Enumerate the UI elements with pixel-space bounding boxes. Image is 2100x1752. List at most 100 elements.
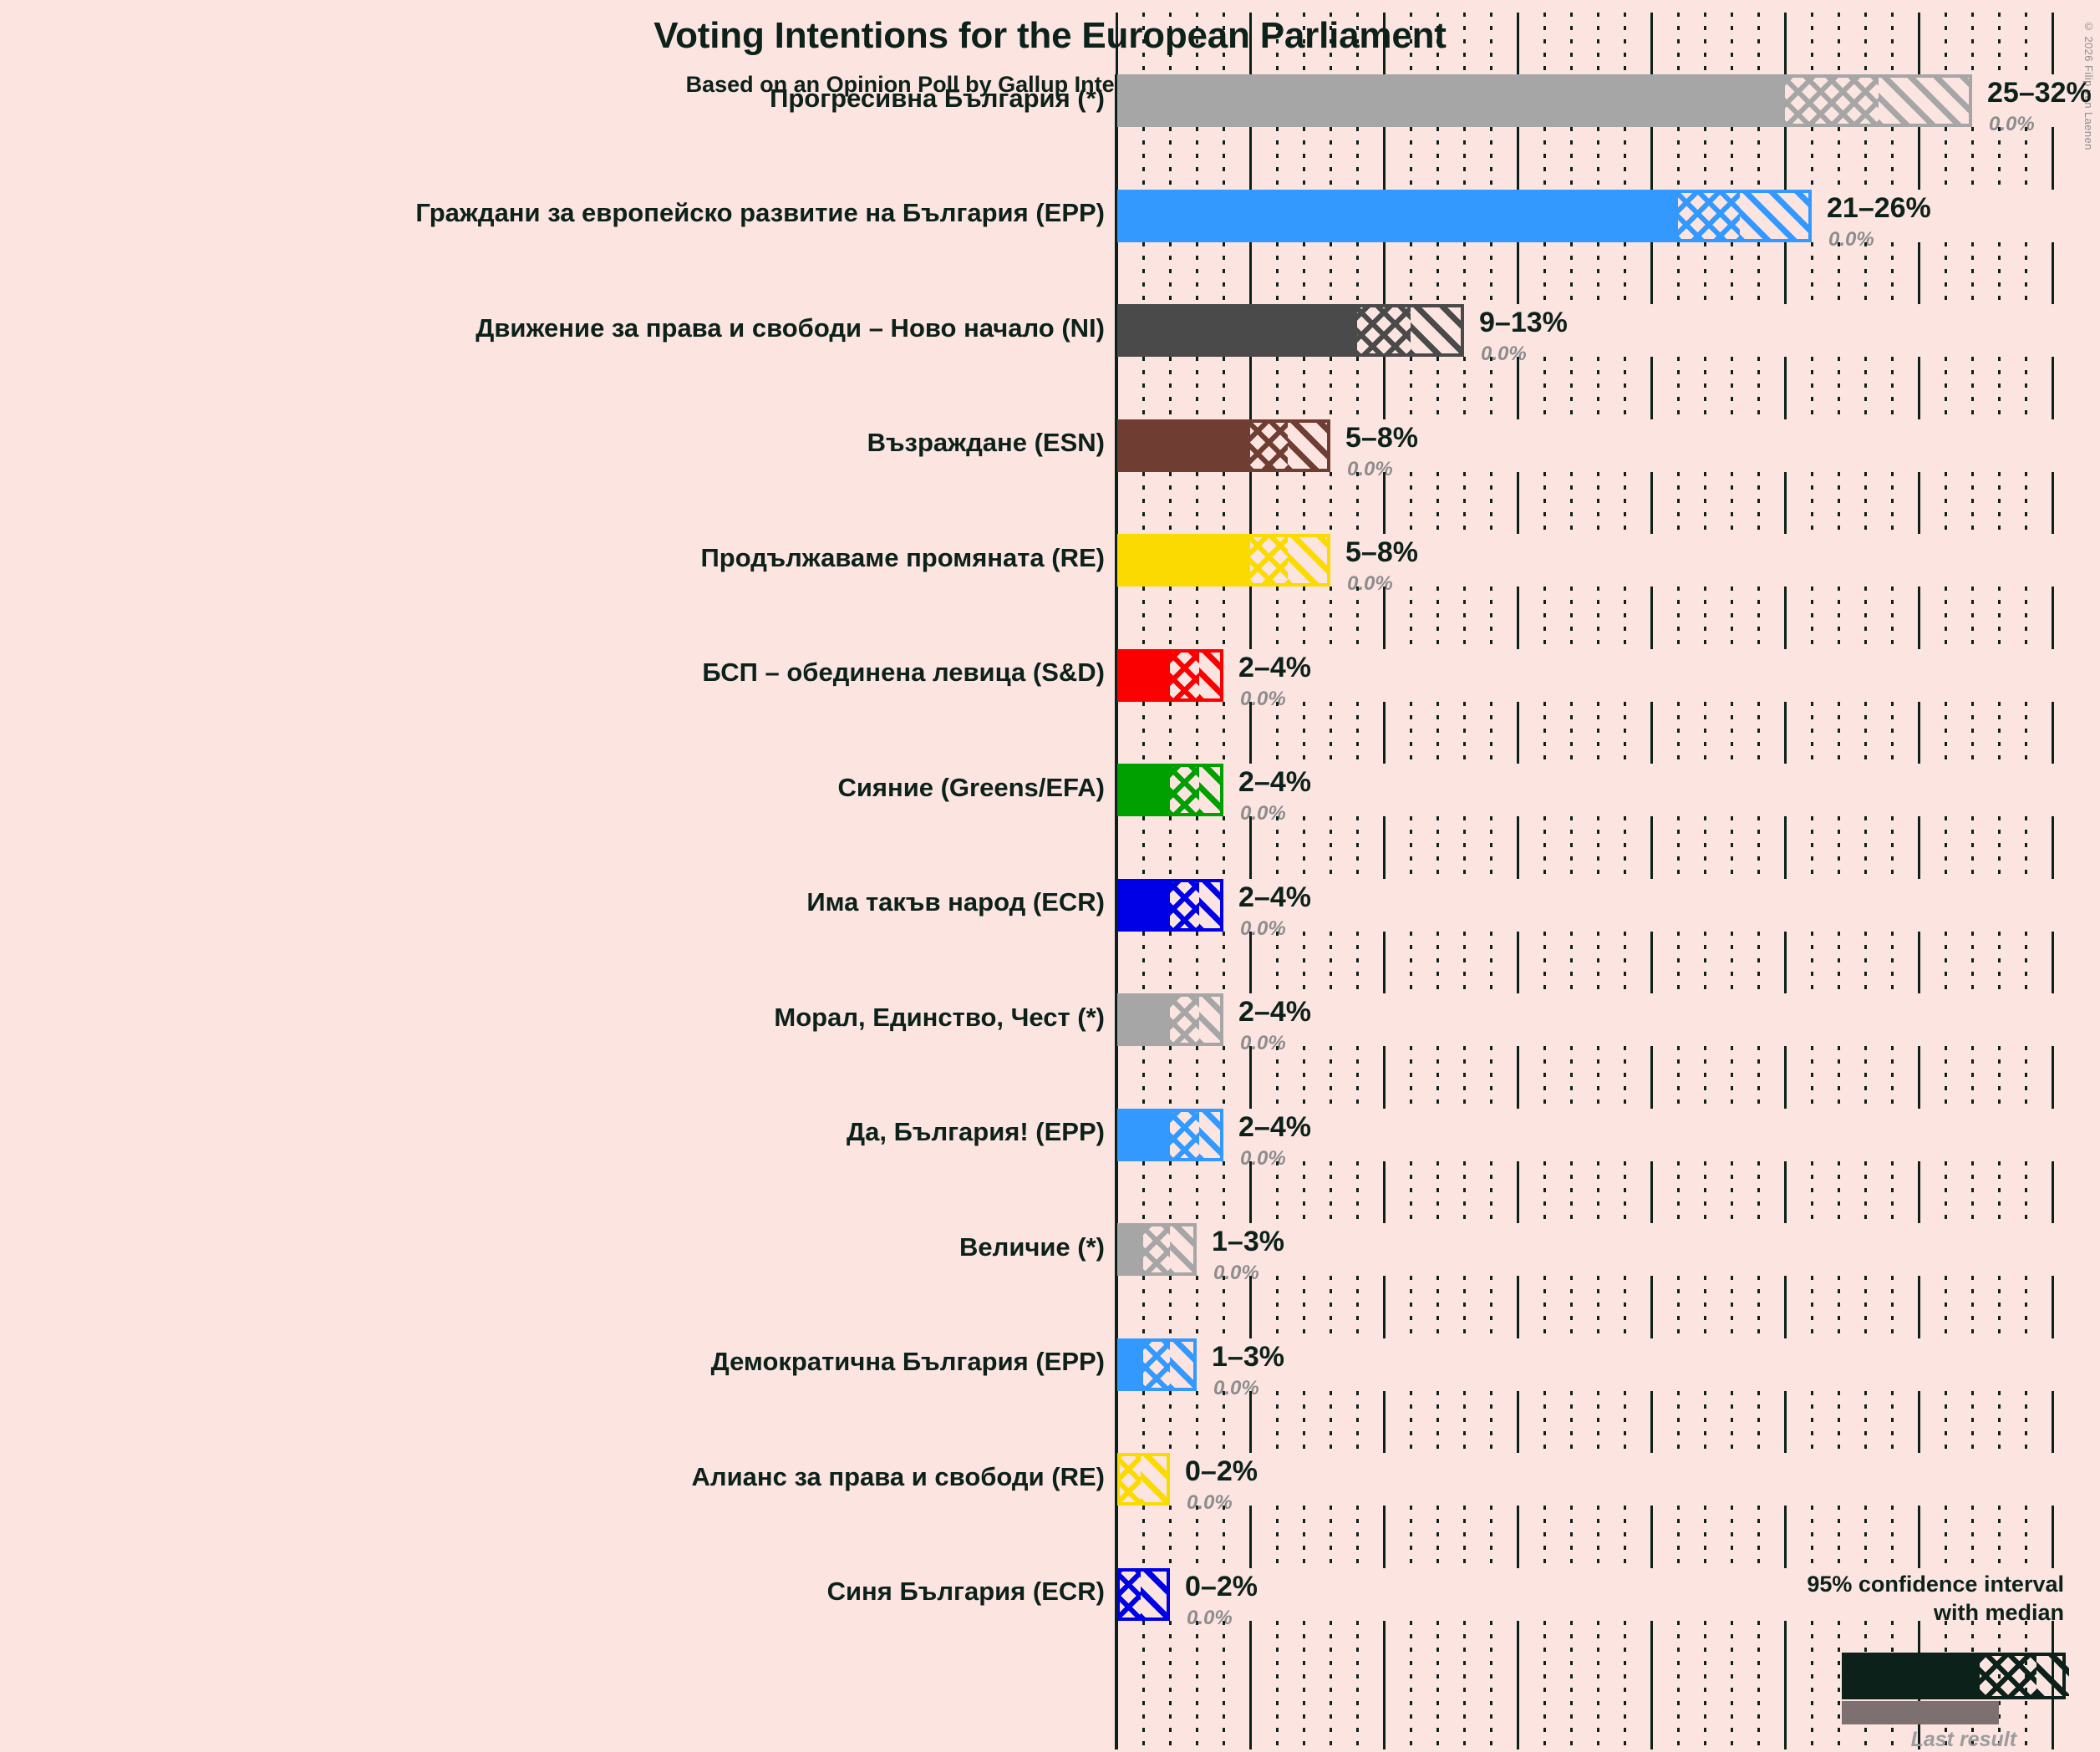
gridline-minor [1436, 931, 1439, 993]
confidence-interval-bar[interactable] [1116, 993, 1223, 1046]
gridline-minor [1731, 1046, 1733, 1109]
gridline-minor [1891, 1046, 1894, 1109]
gridline-minor [1356, 587, 1359, 649]
bar-row[interactable]: Синя България (ECR) 0–2% 0.0% [0, 1567, 2100, 1629]
bar-row[interactable]: Алианс за права и свободи (RE) 0–2% 0.0% [0, 1453, 2100, 1514]
bar-row[interactable]: Има такъв народ (ECR) 2–4% 0.0% [0, 878, 2100, 940]
confidence-interval-bar[interactable] [1116, 1453, 1170, 1506]
gridline-major [1517, 357, 1519, 419]
gridline-minor [1276, 1620, 1279, 1749]
party-label: Прогресивна България (*) [770, 83, 1105, 113]
gridline-minor [1838, 357, 1840, 419]
bar-segment-solid [1116, 189, 1678, 242]
gridline-minor [1169, 931, 1172, 993]
gridline-band [0, 931, 2100, 993]
gridline-minor [1330, 471, 1332, 534]
bar-row[interactable]: Сияние (Greens/EFA) 2–4% 0.0% [0, 764, 2100, 825]
gridline-major [1249, 816, 1252, 879]
gridline-major [1517, 471, 1519, 534]
range-value-label: 1–3% [1212, 1340, 1284, 1373]
gridline-minor [1142, 127, 1145, 190]
gridline-minor [2025, 587, 2027, 649]
confidence-interval-bar[interactable] [1116, 1338, 1197, 1391]
gridline-minor [1196, 1160, 1198, 1223]
gridline-minor [1410, 931, 1412, 993]
gridline-minor [1677, 1046, 1680, 1109]
bar-segment-solid [1116, 419, 1250, 472]
gridline-minor [1303, 1160, 1305, 1223]
confidence-interval-bar[interactable] [1116, 1567, 1170, 1621]
gridline-minor [1998, 241, 2001, 304]
gridline-major [1650, 1276, 1653, 1338]
gridline-minor [1864, 1046, 1867, 1109]
gridline-minor [1731, 357, 1733, 419]
gridline-minor [1624, 701, 1626, 764]
gridline-minor [1945, 1046, 1947, 1109]
gridline-minor [1570, 1276, 1573, 1338]
bar-row[interactable]: Да, България! (EPP) 2–4% 0.0% [0, 1108, 2100, 1170]
gridline-minor [1971, 587, 1974, 649]
bar-row[interactable]: Морал, Единство, Чест (*) 2–4% 0.0% [0, 993, 2100, 1054]
gridline-major [1517, 701, 1519, 764]
confidence-interval-bar[interactable] [1116, 304, 1464, 357]
gridline-minor [1303, 357, 1305, 419]
gridline-major [2052, 127, 2054, 190]
gridline-band [0, 357, 2100, 419]
gridline-minor [1490, 1506, 1492, 1568]
confidence-interval-bar[interactable] [1116, 189, 1812, 242]
confidence-interval-bar[interactable] [1116, 878, 1223, 932]
gridline-minor [1142, 701, 1145, 764]
gridline-minor [1971, 1276, 1974, 1338]
bar-segment-solid [1116, 304, 1357, 357]
bar-row[interactable]: Движение за права и свободи – Ново начал… [0, 304, 2100, 365]
confidence-interval-bar[interactable] [1116, 1108, 1223, 1161]
gridline-minor [1142, 471, 1145, 534]
bar-row[interactable]: Продължаваме промяната (RE) 5–8% 0.0% [0, 534, 2100, 595]
gridline-minor [1196, 241, 1198, 304]
bar-row[interactable]: БСП – обединена левица (S&D) 2–4% 0.0% [0, 648, 2100, 710]
gridline-major [1383, 241, 1386, 304]
gridline-minor [1704, 471, 1706, 534]
gridline-minor [1543, 816, 1546, 879]
gridline-minor [1677, 931, 1680, 993]
confidence-interval-bar[interactable] [1116, 74, 1972, 127]
bar-segment-solid [1116, 1223, 1143, 1276]
gridline-major [2052, 241, 2054, 304]
bar-row[interactable]: Демократична България (EPP) 1–3% 0.0% [0, 1338, 2100, 1399]
confidence-interval-bar[interactable] [1116, 419, 1330, 472]
gridline-minor [1276, 471, 1279, 534]
range-value-label: 5–8% [1345, 421, 1418, 454]
gridline-minor [1543, 357, 1546, 419]
gridline-major [1918, 357, 1920, 419]
gridline-minor [1945, 12, 1947, 74]
gridline-major [1383, 931, 1386, 993]
gridline-minor [1864, 816, 1867, 879]
gridline-minor [1811, 357, 1813, 419]
bar-row[interactable]: Възраждане (ESN) 5–8% 0.0% [0, 419, 2100, 480]
range-value-label: 21–26% [1827, 191, 1931, 224]
y-axis-line [1115, 74, 1117, 1749]
range-value-label: 1–3% [1212, 1226, 1284, 1257]
gridline-band [0, 587, 2100, 649]
gridline-minor [1677, 1506, 1680, 1568]
confidence-interval-bar[interactable] [1116, 1223, 1197, 1276]
party-label: Да, България! (EPP) [847, 1117, 1105, 1146]
bar-row[interactable]: Граждани за европейско развитие на Бълга… [0, 189, 2100, 251]
bar-row[interactable]: Величие (*) 1–3% 0.0% [0, 1223, 2100, 1284]
confidence-interval-bar[interactable] [1116, 764, 1223, 816]
gridline-minor [1891, 1390, 1894, 1453]
gridline-minor [1543, 1620, 1546, 1749]
gridline-minor [1223, 587, 1225, 649]
gridline-minor [1971, 241, 1974, 304]
gridline-minor [1543, 1506, 1546, 1568]
gridline-minor [1998, 1160, 2001, 1223]
gridline-minor [1704, 241, 1706, 304]
bar-row[interactable]: Прогресивна България (*) 25–32% 0.0% [0, 74, 2100, 135]
range-value-label: 0–2% [1185, 1570, 1258, 1602]
gridline-minor [1410, 1160, 1412, 1223]
gridline-major [1784, 12, 1787, 74]
bar-segment-solid [1116, 534, 1250, 587]
bar-segment-solid [1116, 1108, 1170, 1161]
confidence-interval-bar[interactable] [1116, 648, 1223, 702]
confidence-interval-bar[interactable] [1116, 534, 1330, 587]
